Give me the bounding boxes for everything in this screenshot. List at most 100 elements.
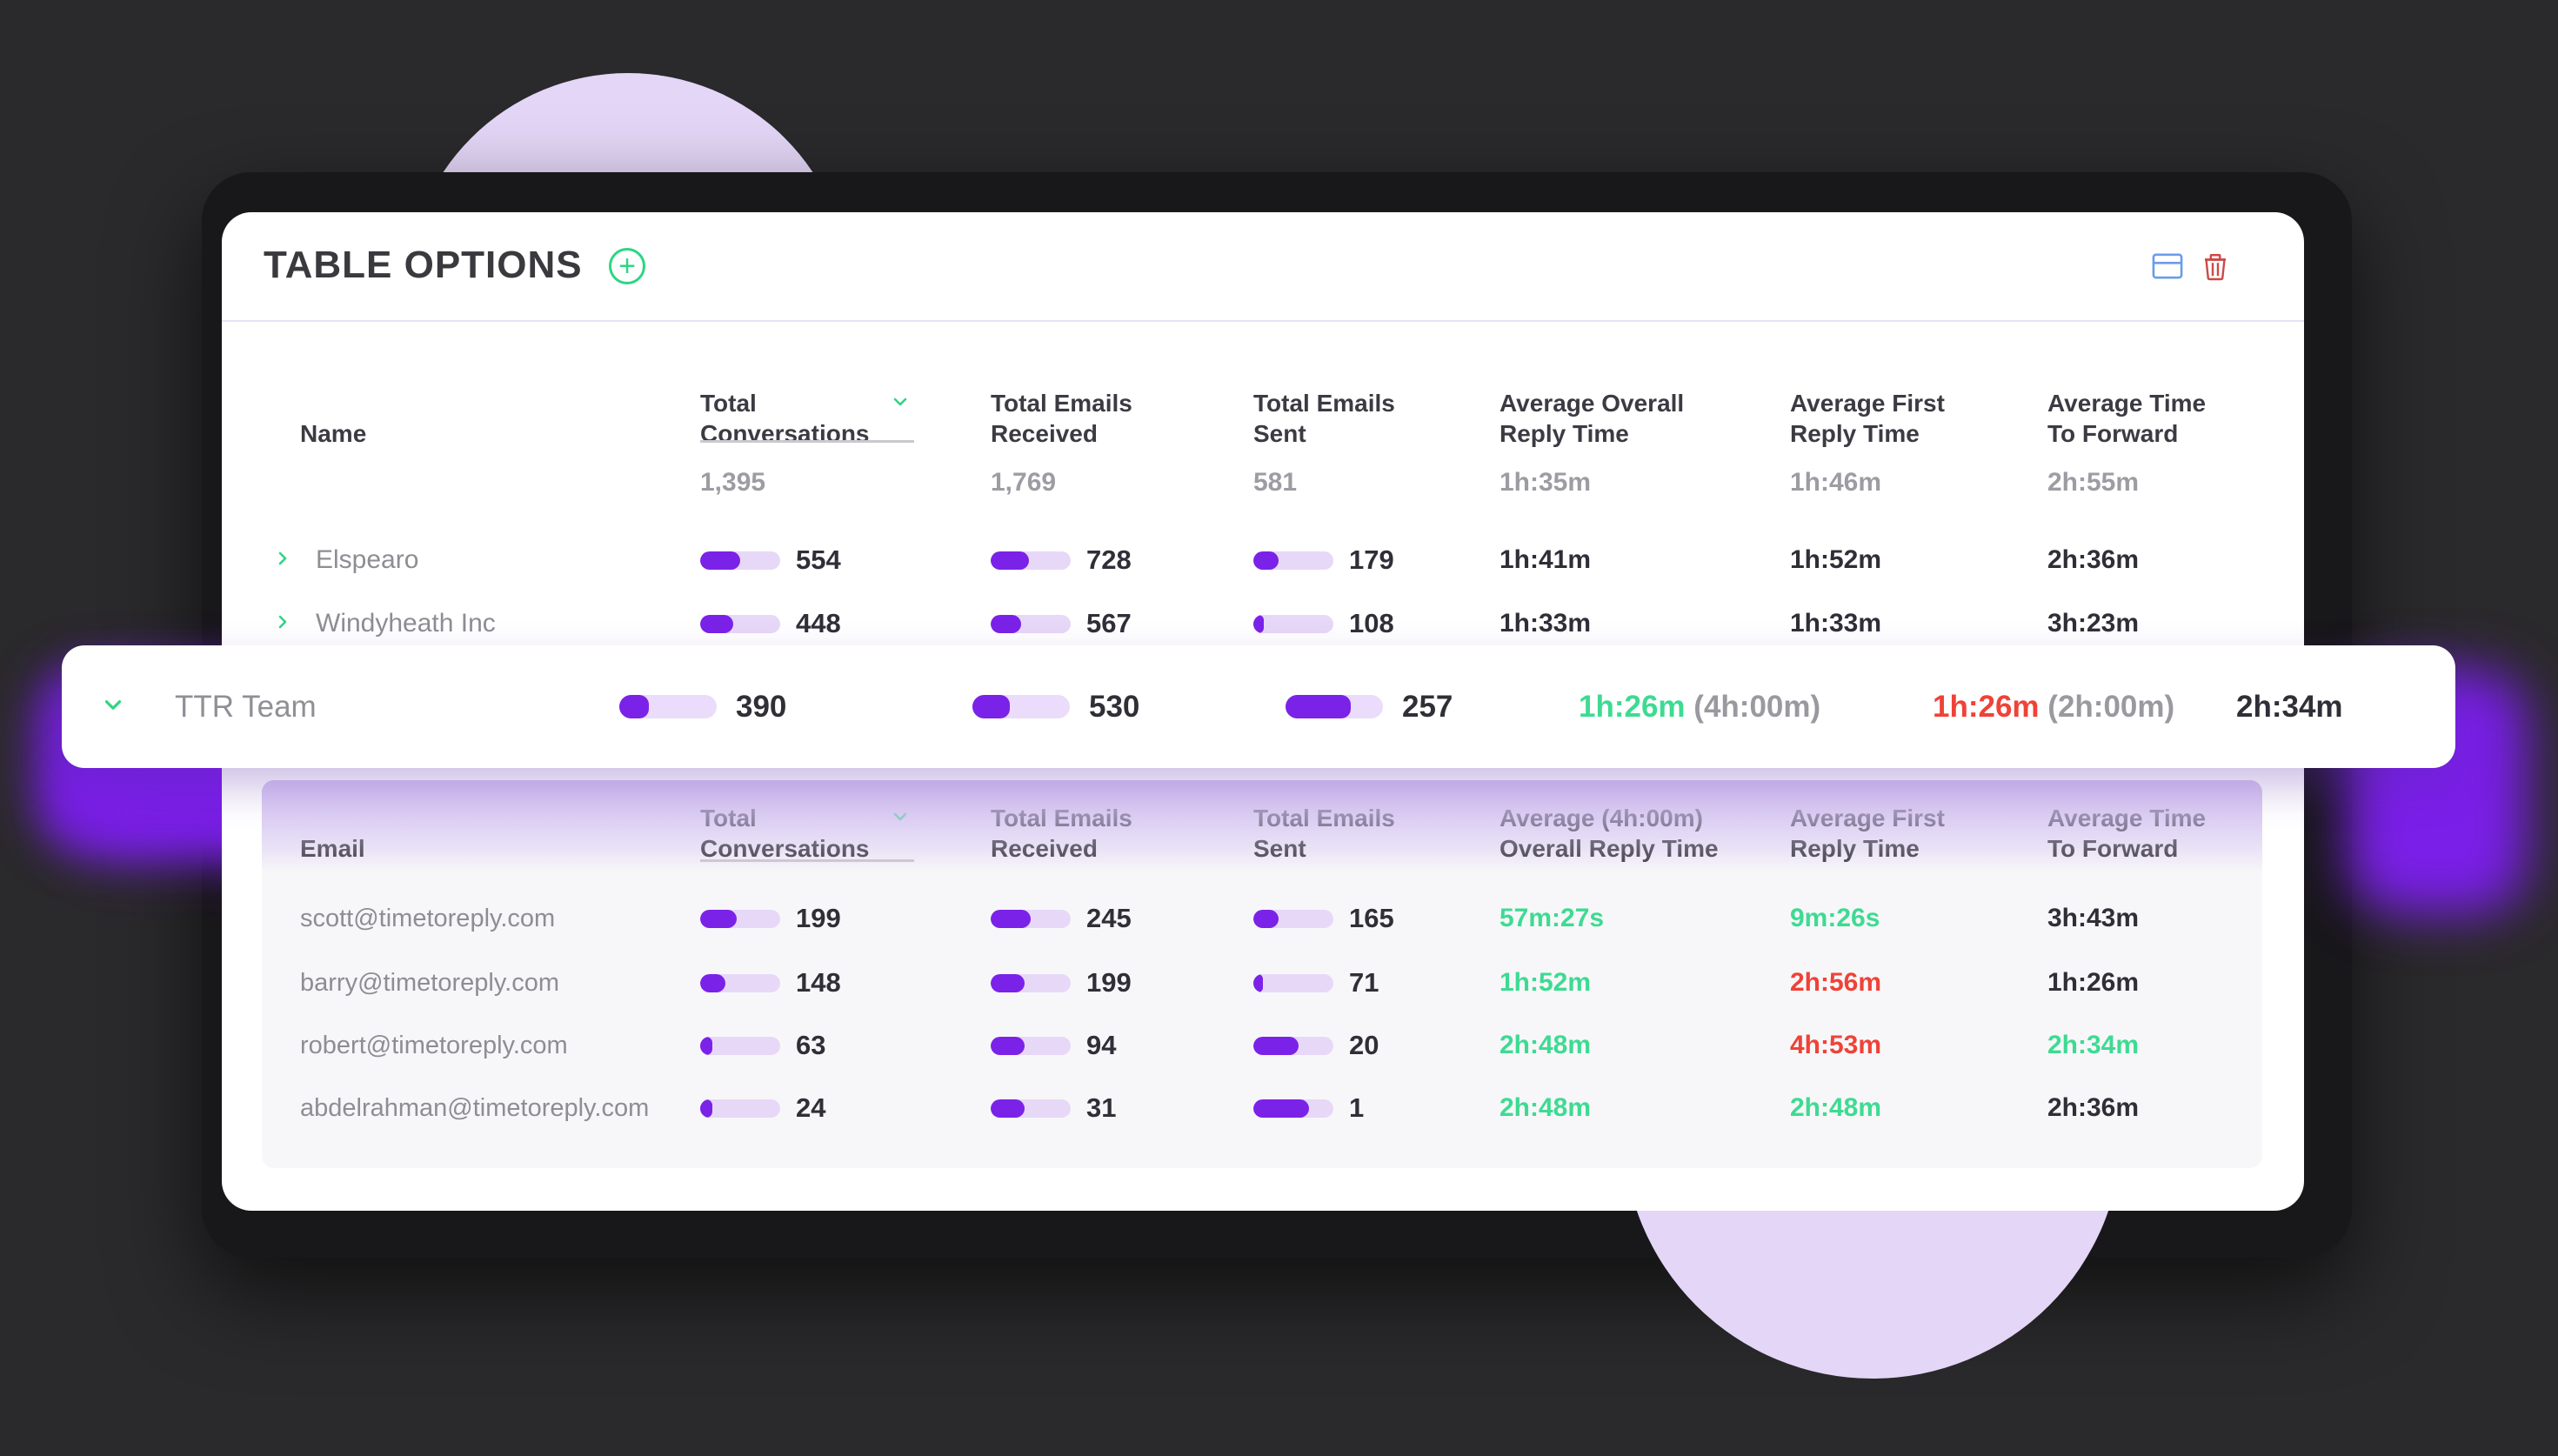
table-row[interactable]: Windyheath Inc 448 567 108 1h:33m 1h:33m… (222, 604, 2304, 643)
sent-value: 179 (1349, 544, 1394, 575)
column-header-total-conversations[interactable]: Total Conversations (700, 805, 870, 862)
bar-fill (700, 1036, 712, 1055)
received-bar-cell: 567 (991, 608, 1253, 639)
bar-fill (700, 614, 733, 633)
bar-fill (619, 695, 649, 718)
table-row[interactable]: Elspearo 554 728 179 1h:41m 1h:52m 2h:36… (222, 541, 2304, 579)
column-header-average-first-reply-time[interactable]: Average First Reply Time (1790, 805, 1945, 862)
first-reply-time: 9m:26s (1790, 904, 1880, 932)
member-email: robert@timetoreply.com (300, 1031, 568, 1059)
bar-fill (700, 1099, 712, 1118)
bar-fill (972, 695, 1010, 718)
column-header-email[interactable]: Email (300, 835, 365, 862)
column-header-total-emails-received[interactable]: Total Emails Received (991, 390, 1132, 447)
first-reply-time: 2h:48m (1790, 1093, 1882, 1122)
received-bar-cell: 530 (972, 690, 1139, 725)
bar-fill (991, 1036, 1025, 1055)
first-reply-time: 4h:53m (1790, 1031, 1882, 1059)
bar-fill (991, 973, 1025, 992)
time-to-forward: 1h:26m (2047, 968, 2140, 997)
received-value: 31 (1086, 1092, 1117, 1123)
total-conversations-sum: 1,395 (700, 468, 766, 497)
bar-fill (700, 551, 740, 570)
chevron-right-icon[interactable] (272, 548, 293, 573)
first-reply-time: 1h:52m (1790, 545, 1882, 574)
bar-fill (1253, 614, 1264, 633)
bar-fill (991, 614, 1021, 633)
bar-fill (991, 1099, 1025, 1118)
sort-underline (700, 859, 914, 862)
bar-fill (991, 909, 1031, 928)
sent-value: 108 (1349, 608, 1394, 638)
sort-chevron-down-icon[interactable] (890, 391, 911, 417)
subtable-row[interactable]: barry@timetoreply.com 148 199 71 1h:52m … (262, 964, 2262, 1002)
sent-bar-cell: 179 (1253, 544, 1499, 576)
sent-value: 20 (1349, 1030, 1379, 1060)
total-overall-reply: 1h:35m (1499, 468, 1592, 497)
received-value: 245 (1086, 903, 1132, 933)
conversations-value: 148 (796, 967, 841, 998)
column-header-total-emails-received[interactable]: Total Emails Received (991, 805, 1132, 862)
add-table-option-button[interactable]: + (609, 248, 645, 284)
overall-reply-time: 1h:33m (1499, 609, 1592, 638)
total-sent-sum: 581 (1253, 468, 1298, 497)
first-reply-time: 1h:33m (1790, 609, 1882, 638)
received-bar-cell: 728 (991, 544, 1253, 576)
row-name: TTR Team (175, 689, 317, 724)
bar-fill (1286, 695, 1352, 718)
time-to-forward: 3h:43m (2047, 904, 2140, 932)
first-reply-time: 1h:26m (2h:00m) (1933, 689, 2175, 724)
column-header-average-time-to-forward[interactable]: Average Time To Forward (2047, 805, 2207, 862)
time-to-forward: 2h:36m (2047, 1093, 2140, 1122)
subtable-row[interactable]: robert@timetoreply.com 63 94 20 2h:48m 4… (262, 1026, 2262, 1065)
bar-fill (991, 551, 1030, 570)
column-header-average-overall-reply-time[interactable]: Average (4h:00m) Overall Reply Time (1499, 805, 1719, 862)
sent-value: 71 (1349, 967, 1379, 998)
bar-fill (1253, 973, 1264, 992)
received-value: 530 (1089, 689, 1140, 724)
bar-fill (1253, 1099, 1310, 1118)
bar-fill (1253, 909, 1279, 928)
sort-underline (700, 440, 914, 443)
column-header-average-overall-reply-time[interactable]: Average Overall Reply Time (1499, 390, 1685, 447)
bar-fill (1253, 1036, 1299, 1055)
sub-column-headers: Email Total Conversations Total Emails Rec… (262, 794, 2262, 864)
sent-bar-cell: 108 (1253, 608, 1499, 639)
conversations-value: 24 (796, 1092, 826, 1123)
received-value: 728 (1086, 544, 1132, 575)
conversations-value: 554 (796, 544, 841, 575)
overall-reply-time: 1h:26m (4h:00m) (1579, 689, 1821, 724)
card-header: TABLE OPTIONS + (222, 212, 2304, 322)
column-header-average-time-to-forward[interactable]: Average Time To Forward (2047, 390, 2207, 447)
chevron-down-icon[interactable] (100, 691, 126, 722)
sent-value: 257 (1402, 689, 1453, 724)
table-layout-icon[interactable] (2151, 250, 2184, 282)
sort-chevron-down-icon[interactable] (890, 806, 911, 832)
time-to-forward: 2h:36m (2047, 545, 2140, 574)
bar-fill (700, 909, 738, 928)
column-header-total-emails-sent[interactable]: Total Emails Sent (1253, 805, 1395, 862)
time-to-forward: 2h:34m (2236, 689, 2343, 724)
subtable-row[interactable]: abdelrahman@timetoreply.com 24 31 1 2h:4… (262, 1089, 2262, 1127)
overall-reply-time: 57m:27s (1499, 904, 1605, 932)
overall-reply-time: 1h:41m (1499, 545, 1592, 574)
column-header-average-first-reply-time[interactable]: Average First Reply Time (1790, 390, 1945, 447)
expanded-team-row[interactable]: TTR Team 390 530 257 1h:26m (4h:00m) 1h:… (62, 645, 2455, 768)
overall-reply-time: 2h:48m (1499, 1031, 1592, 1059)
sent-value: 1 (1349, 1092, 1365, 1123)
header-divider (222, 320, 2304, 322)
column-header-total-emails-sent[interactable]: Total Emails Sent (1253, 390, 1395, 447)
conversations-value: 390 (736, 689, 787, 724)
member-email: abdelrahman@timetoreply.com (300, 1093, 650, 1122)
member-email: scott@timetoreply.com (300, 904, 556, 932)
row-name: Elspearo (316, 545, 419, 574)
total-first-reply: 1h:46m (1790, 468, 1882, 497)
overall-reply-time: 2h:48m (1499, 1093, 1592, 1122)
subtable-row[interactable]: scott@timetoreply.com 199 245 165 57m:27… (262, 899, 2262, 938)
trash-icon[interactable] (2200, 250, 2231, 282)
totals-row: 1,395 1,769 581 1h:35m 1h:46m 2h:55m (222, 465, 2304, 500)
chevron-right-icon[interactable] (272, 611, 293, 637)
column-header-name[interactable]: Name (300, 420, 367, 447)
total-time-to-forward: 2h:55m (2047, 468, 2140, 497)
conversations-value: 199 (796, 903, 841, 933)
